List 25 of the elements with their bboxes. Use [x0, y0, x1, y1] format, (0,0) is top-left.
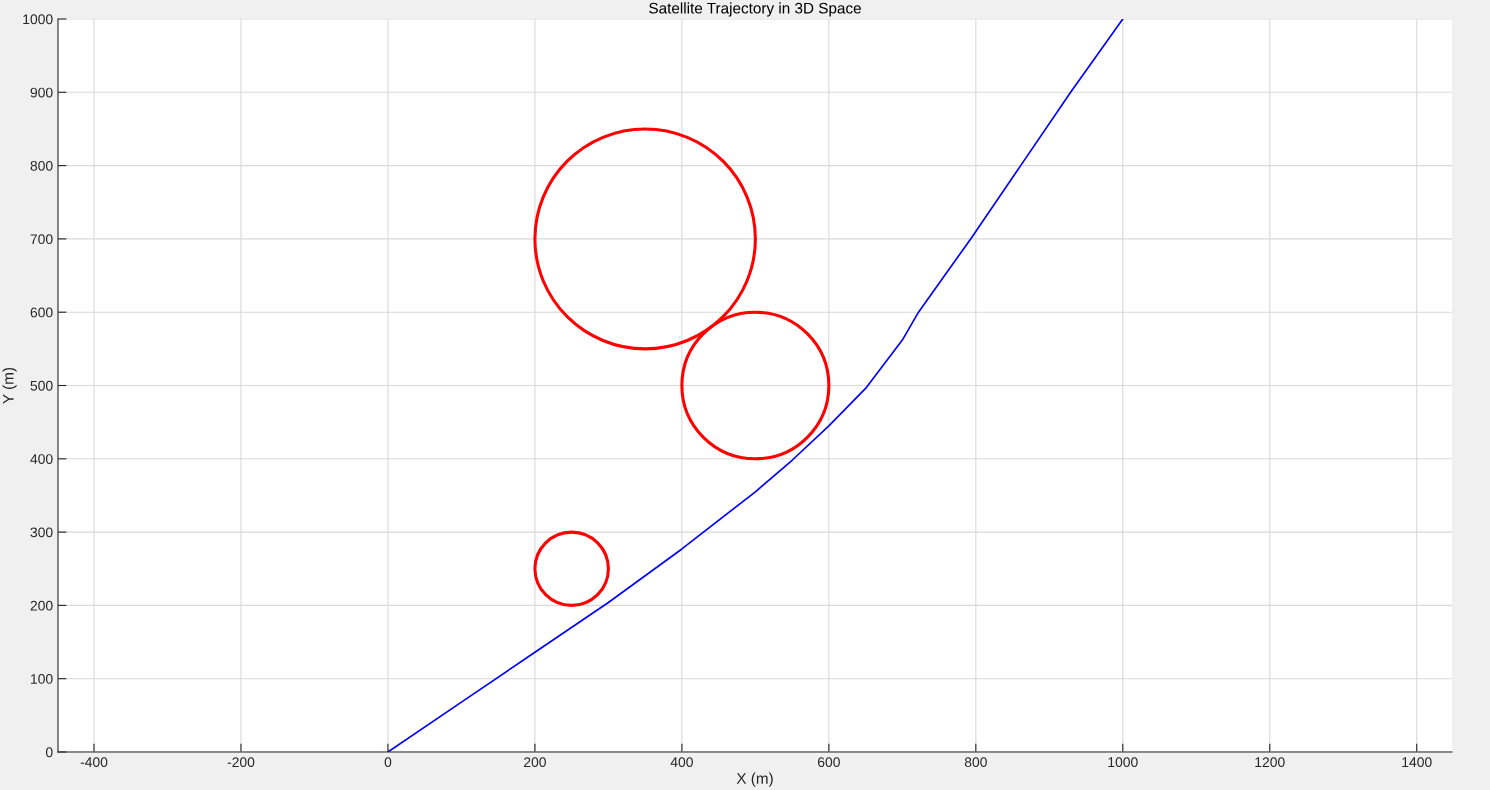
y-tick-label: 900	[30, 87, 53, 98]
y-tick-label: 600	[30, 307, 53, 318]
x-tick-label: 1400	[1402, 757, 1432, 768]
y-tick-label: 1000	[23, 14, 53, 25]
y-tick-label: 800	[30, 160, 53, 171]
x-tick-label: 0	[384, 757, 392, 768]
y-tick-label: 400	[30, 454, 53, 464]
y-tick-label: 100	[31, 674, 53, 684]
x-tick-label: 1000	[1108, 757, 1138, 768]
x-tick-label: -400	[80, 757, 108, 768]
y-tick-label: 500	[30, 380, 53, 391]
x-tick-label: -200	[227, 757, 255, 768]
x-tick-label: 1200	[1255, 757, 1285, 768]
line-series	[387, 19, 1124, 752]
x-tick-label: 400	[670, 757, 693, 768]
y-tick-label: 0	[45, 747, 53, 758]
y-axis-title: Y (m)	[2, 367, 17, 404]
y-tick-label: 700	[30, 234, 53, 245]
x-tick-label: 800	[964, 757, 987, 768]
x-axis-title: X (m)	[736, 772, 773, 787]
y-tick-label: 300	[30, 527, 53, 538]
x-tick-label: 200	[524, 757, 546, 768]
x-tick-label: 600	[817, 757, 840, 768]
chart-title: Satellite Trajectory in 3D Space	[649, 2, 861, 17]
y-tick-label: 200	[30, 600, 53, 611]
